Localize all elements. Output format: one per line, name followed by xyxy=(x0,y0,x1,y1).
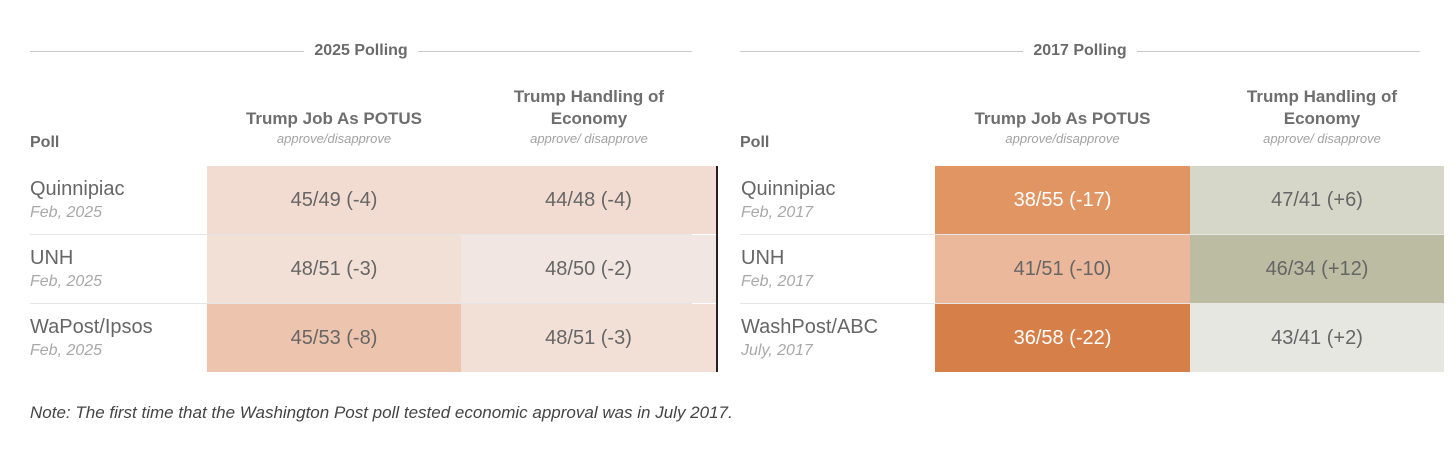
value-cell: 48/51 (-3) xyxy=(207,235,461,303)
row-separator xyxy=(30,303,692,304)
value-cell: 48/51 (-3) xyxy=(461,304,716,372)
value-cell: 44/48 (-4) xyxy=(461,166,716,234)
column-header-economy: Trump Handling of Economy approve/ disap… xyxy=(499,86,679,148)
poll-date: Feb, 2025 xyxy=(30,342,103,359)
title-rule-left xyxy=(740,50,1024,52)
row-separator xyxy=(740,234,1444,235)
table-row-label: WaPost/Ipsos Feb, 2025 xyxy=(30,314,153,362)
value-cell: 48/50 (-2) xyxy=(461,235,716,303)
poll-name: Quinnipiac xyxy=(741,178,836,200)
column-header-job: Trump Job As POTUS approve/disapprove xyxy=(935,108,1190,148)
poll-name: Quinnipiac xyxy=(30,178,125,200)
column-header-subtitle: approve/ disapprove xyxy=(1263,131,1381,146)
table-row-label: WashPost/ABC July, 2017 xyxy=(741,314,878,362)
column-header-subtitle: approve/disapprove xyxy=(1005,131,1120,146)
poll-name: UNH xyxy=(30,247,74,269)
group-title-label: 2025 Polling xyxy=(314,42,408,59)
table-row-label: Quinnipiac Feb, 2025 xyxy=(30,176,125,224)
column-header-title: Trump Job As POTUS xyxy=(974,109,1151,128)
value-cell: 38/55 (-17) xyxy=(935,166,1190,234)
column-header-subtitle: approve/ disapprove xyxy=(530,131,648,146)
group-title-label: 2017 Polling xyxy=(1033,42,1127,59)
poll-name: WashPost/ABC xyxy=(741,316,879,338)
group-title-2025: 2025 Polling xyxy=(30,40,692,62)
poll-date: Feb, 2017 xyxy=(741,204,814,221)
poll-column-header: Poll xyxy=(740,134,770,151)
title-rule-left xyxy=(30,50,305,52)
footnote: Note: The first time that the Washington… xyxy=(30,403,733,422)
table-row-label: UNH Feb, 2017 xyxy=(741,245,813,293)
title-rule-right xyxy=(417,50,692,52)
value-cell: 41/51 (-10) xyxy=(935,235,1190,303)
value-cell: 46/34 (+12) xyxy=(1190,235,1444,303)
row-separator xyxy=(740,303,1444,304)
poll-name: WaPost/Ipsos xyxy=(30,316,153,338)
title-rule-right xyxy=(1136,50,1420,52)
value-cell: 47/41 (+6) xyxy=(1190,166,1444,234)
column-header-title: Trump Handling of Economy xyxy=(1246,87,1398,128)
column-header-economy: Trump Handling of Economy approve/ disap… xyxy=(1232,86,1412,148)
column-header-title: Trump Handling of Economy xyxy=(513,87,665,128)
value-cell: 45/53 (-8) xyxy=(207,304,461,372)
table-row-label: UNH Feb, 2025 xyxy=(30,245,102,293)
group-title-2017: 2017 Polling xyxy=(740,40,1420,62)
table-divider xyxy=(716,166,718,372)
column-header-job: Trump Job As POTUS approve/disapprove xyxy=(207,108,461,148)
poll-name: UNH xyxy=(741,247,785,269)
poll-column-header: Poll xyxy=(30,134,60,151)
value-cell: 45/49 (-4) xyxy=(207,166,461,234)
table-row-label: Quinnipiac Feb, 2017 xyxy=(741,176,836,224)
value-cell: 43/41 (+2) xyxy=(1190,304,1444,372)
column-header-subtitle: approve/disapprove xyxy=(276,131,392,146)
row-separator xyxy=(30,234,692,235)
poll-date: July, 2017 xyxy=(741,342,813,359)
poll-date: Feb, 2017 xyxy=(741,273,814,290)
poll-date: Feb, 2025 xyxy=(30,204,103,221)
poll-date: Feb, 2025 xyxy=(30,273,103,290)
value-cell: 36/58 (-22) xyxy=(935,304,1190,372)
column-header-title: Trump Job As POTUS xyxy=(245,109,422,128)
